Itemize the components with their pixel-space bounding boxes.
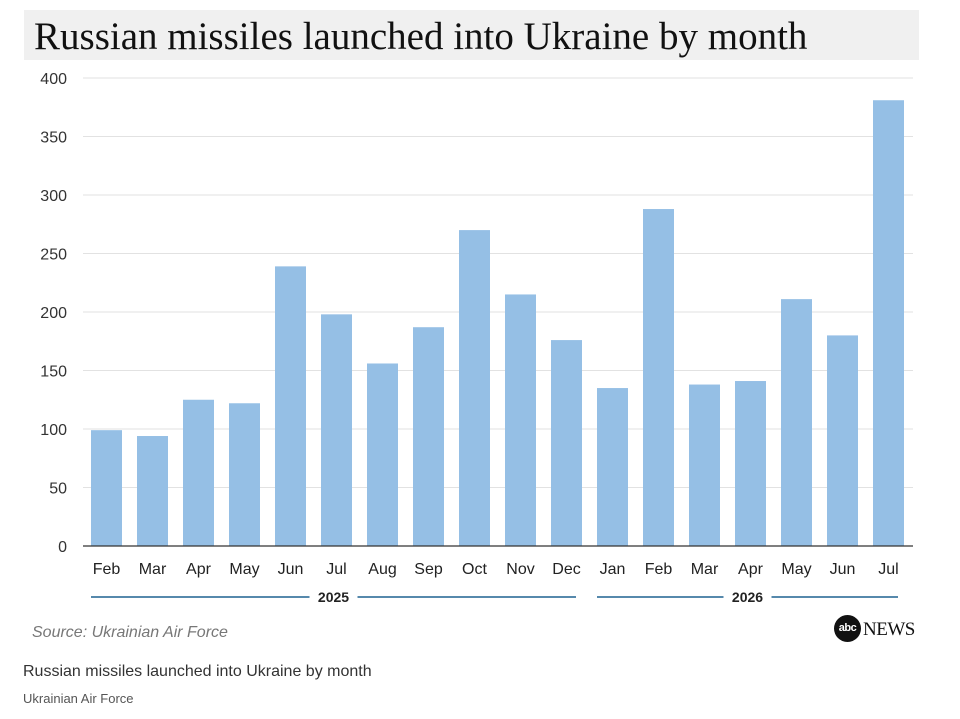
bar xyxy=(367,363,398,546)
x-tick-label: Nov xyxy=(506,561,534,578)
x-tick-label: Aug xyxy=(368,561,396,578)
abc-news-logo: abc NEWS xyxy=(834,614,924,644)
news-logo-text: NEWS xyxy=(863,619,915,640)
x-tick-label: Jun xyxy=(830,561,856,578)
y-tick-label: 300 xyxy=(40,188,67,205)
bar xyxy=(551,340,582,546)
caption-credit: Ukrainian Air Force xyxy=(23,691,134,706)
bar xyxy=(597,388,628,546)
bar xyxy=(137,436,168,546)
x-tick-label: Mar xyxy=(139,561,167,578)
bar xyxy=(459,230,490,546)
bar xyxy=(505,294,536,546)
y-tick-label: 100 xyxy=(40,422,67,439)
x-tick-label: Jun xyxy=(278,561,304,578)
x-tick-label: Mar xyxy=(691,561,719,578)
x-tick-label: Feb xyxy=(645,561,673,578)
y-tick-label: 150 xyxy=(40,364,67,381)
bar xyxy=(643,209,674,547)
bar xyxy=(873,100,904,546)
bar xyxy=(781,299,812,546)
x-tick-label: Apr xyxy=(186,561,212,578)
y-tick-label: 0 xyxy=(58,539,67,556)
year-group-label: 2026 xyxy=(732,589,763,605)
y-tick-label: 400 xyxy=(40,71,67,88)
x-tick-label: Sep xyxy=(414,561,443,578)
bar xyxy=(91,430,122,546)
x-tick-label: Dec xyxy=(552,561,580,578)
source-note: Source: Ukrainian Air Force xyxy=(32,624,228,641)
caption-title: Russian missiles launched into Ukraine b… xyxy=(23,663,372,680)
bar xyxy=(413,327,444,546)
title-band: Russian missiles launched into Ukraine b… xyxy=(24,10,919,60)
x-tick-label: Jan xyxy=(600,561,626,578)
bar xyxy=(735,381,766,546)
bar xyxy=(689,384,720,546)
y-tick-label: 50 xyxy=(49,481,67,498)
x-tick-label: Oct xyxy=(462,561,487,578)
bar xyxy=(321,314,352,546)
y-tick-label: 350 xyxy=(40,130,67,147)
y-tick-label: 200 xyxy=(40,305,67,322)
bar xyxy=(229,403,260,546)
y-tick-label: 250 xyxy=(40,247,67,264)
x-tick-label: Feb xyxy=(93,561,121,578)
bar xyxy=(275,266,306,546)
bar xyxy=(827,335,858,546)
chart-title: Russian missiles launched into Ukraine b… xyxy=(34,15,808,58)
x-tick-label: May xyxy=(781,561,811,578)
x-tick-label: Apr xyxy=(738,561,764,578)
x-tick-label: Jul xyxy=(878,561,898,578)
bar xyxy=(183,399,214,546)
x-tick-label: Jul xyxy=(326,561,346,578)
abc-logo-mark: abc xyxy=(834,615,861,642)
year-group-label: 2025 xyxy=(318,589,349,605)
x-tick-label: May xyxy=(229,561,259,578)
